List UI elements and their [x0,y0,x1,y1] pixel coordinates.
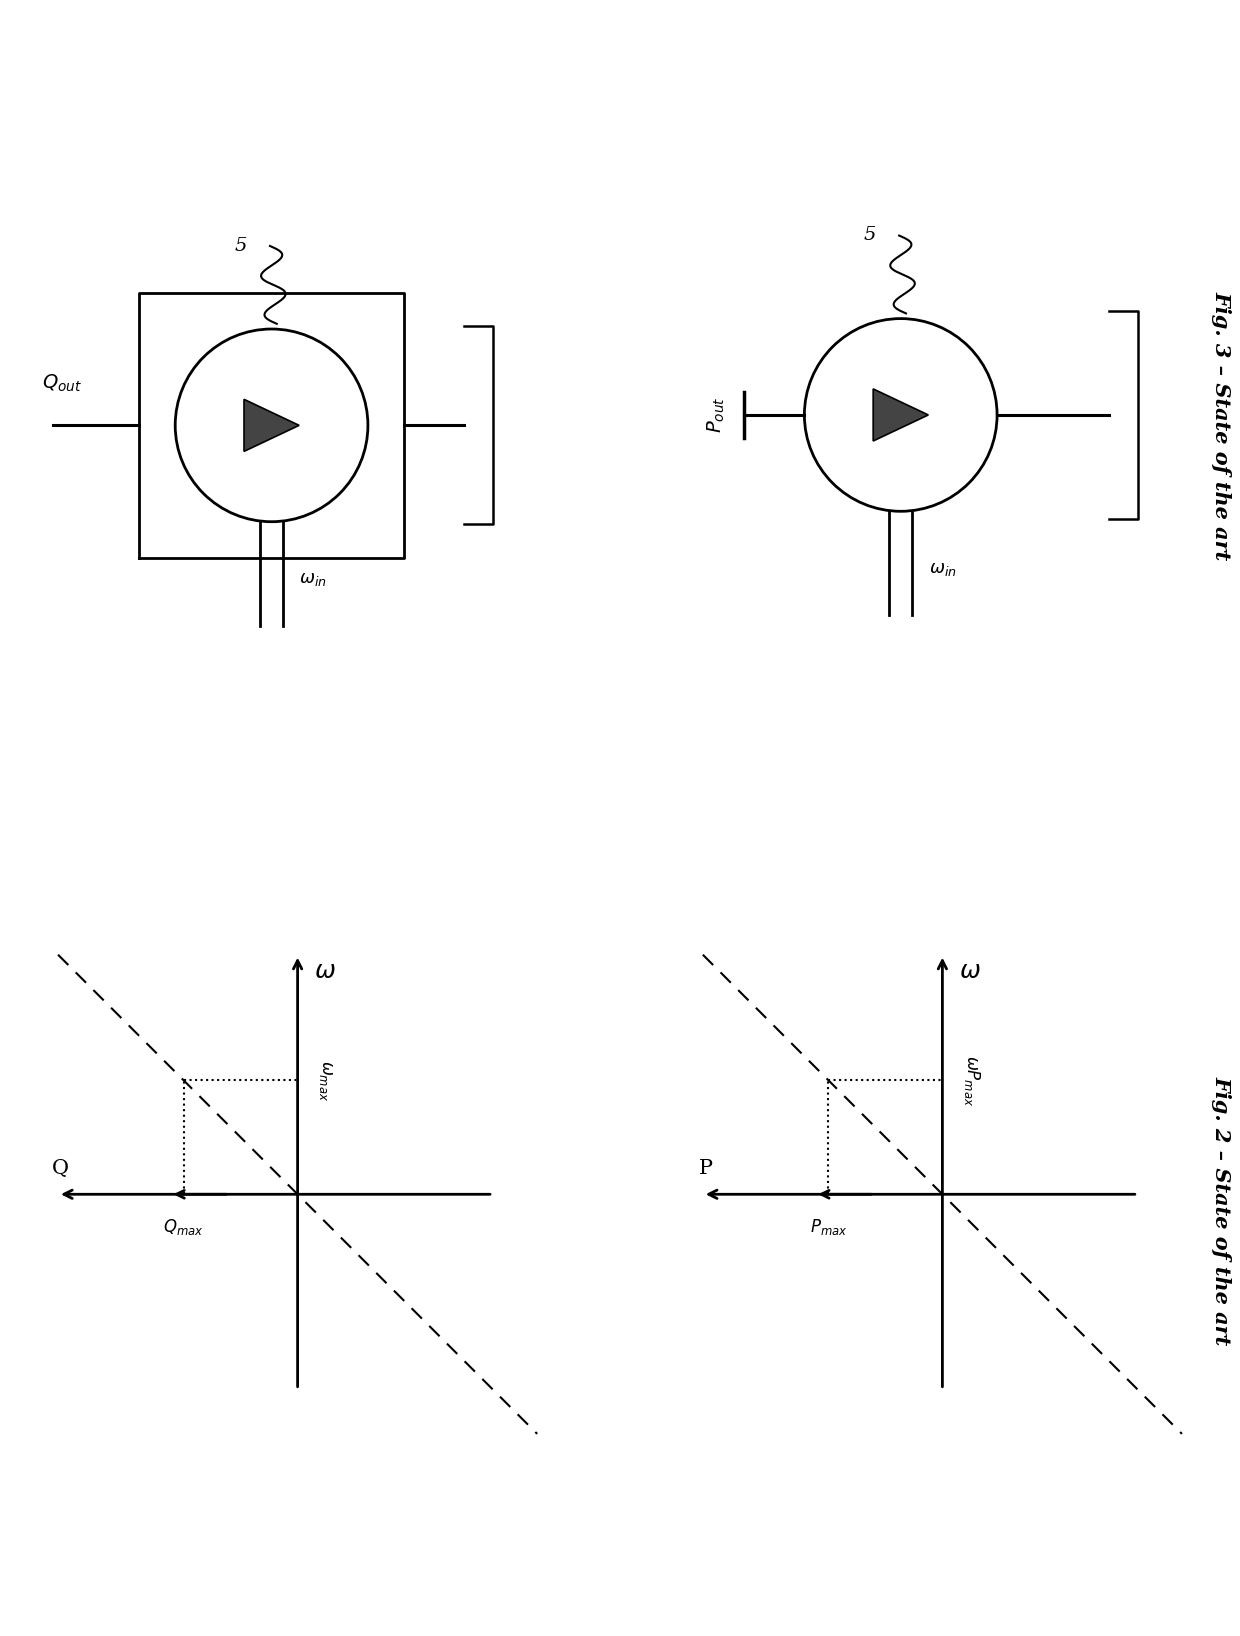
Text: $\omega_{max}$: $\omega_{max}$ [317,1060,334,1101]
Text: $\omega$: $\omega$ [959,960,981,983]
Text: Fig. 2 – State of the art: Fig. 2 – State of the art [1211,1076,1231,1345]
Text: $Q_{out}$: $Q_{out}$ [42,373,83,394]
Text: 5: 5 [863,226,875,244]
Text: $Q_{max}$: $Q_{max}$ [164,1217,203,1237]
Text: Q: Q [51,1158,68,1178]
Text: $\omega_{in}$: $\omega_{in}$ [929,560,956,578]
Polygon shape [244,399,299,452]
Text: $P_{out}$: $P_{out}$ [706,396,727,434]
Polygon shape [873,389,929,442]
Text: $\omega_{in}$: $\omega_{in}$ [299,569,327,587]
Text: $\omega$: $\omega$ [314,960,336,983]
Text: P: P [699,1158,713,1178]
Text: $\omega P_{max}$: $\omega P_{max}$ [962,1055,982,1106]
Text: Fig. 3 – State of the art: Fig. 3 – State of the art [1211,291,1231,560]
Text: 5: 5 [234,237,247,255]
Text: $P_{max}$: $P_{max}$ [810,1217,847,1237]
